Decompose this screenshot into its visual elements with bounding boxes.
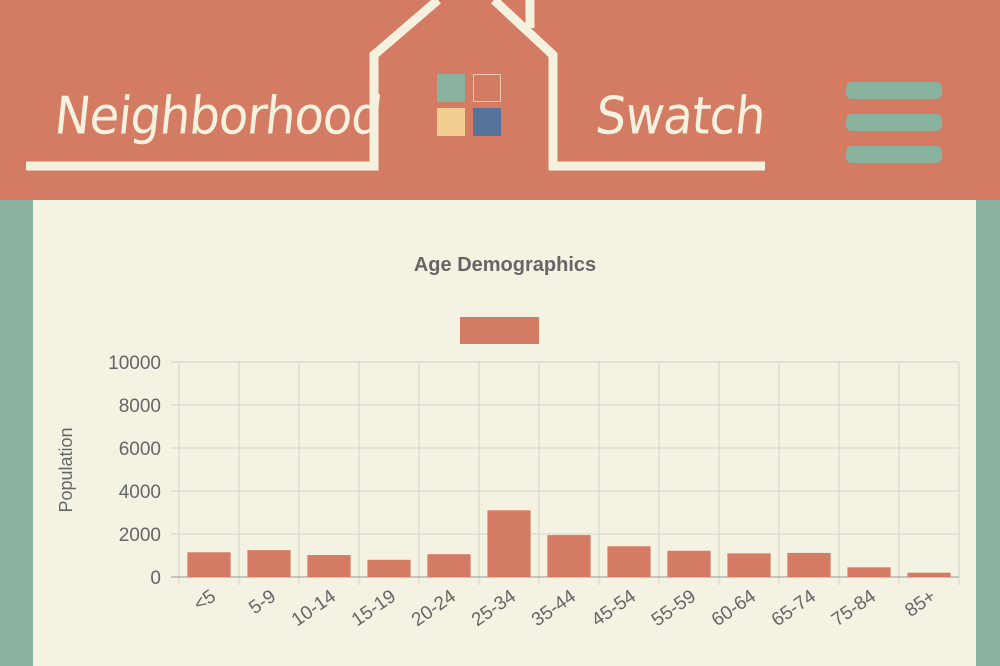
bar-75-84 (847, 567, 891, 577)
x-tick-label: 10-14 (288, 586, 340, 631)
swatch-green-square (437, 74, 465, 102)
menu-bar-middle (846, 114, 942, 131)
x-tick-label: 20-24 (408, 586, 460, 631)
bar-55-59 (667, 550, 711, 577)
chart-bars (187, 510, 951, 577)
brand-name-right: Swatch (592, 85, 768, 147)
bar-5-9 (247, 550, 291, 577)
x-tick-label: 5-9 (245, 586, 280, 619)
bar-15-19 (367, 559, 411, 577)
bar-65-74 (787, 552, 831, 577)
swatch-coral-square (473, 74, 501, 102)
bar-10-14 (307, 555, 351, 577)
x-tick-label: 25-34 (468, 586, 520, 631)
bar-25-34 (487, 510, 531, 577)
age-demographics-chart: Age Demographics 0200040006000800010000 … (56, 254, 960, 631)
swatch-yellow-square (437, 108, 465, 136)
x-tick-label: 75-84 (828, 586, 880, 631)
chart-title: Age Demographics (414, 254, 596, 276)
bar-<5 (187, 552, 231, 577)
bar-45-54 (607, 546, 651, 577)
y-tick-label: 4000 (119, 482, 161, 503)
x-tick-label: 55-59 (648, 586, 700, 631)
y-tick-label: 10000 (108, 353, 161, 374)
x-tick-label: 60-64 (708, 586, 760, 631)
hamburger-icon[interactable] (846, 82, 942, 164)
bar-60-64 (727, 553, 771, 577)
bar-20-24 (427, 554, 471, 577)
swatch-blue-square (473, 108, 501, 136)
menu-bar-bottom (846, 146, 942, 163)
content-panel (33, 200, 976, 666)
y-tick-label: 2000 (119, 525, 161, 546)
x-tick-label: 85+ (901, 586, 939, 622)
site-header: Neighborhood Swatch (0, 0, 1000, 200)
brand-name-left: Neighborhood (51, 85, 385, 147)
y-axis-ticks: 0 2000 4000 6000 8000 10000 (108, 353, 161, 589)
x-axis-ticks: <5 5-9 10-14 15-19 20-24 25-34 35-44 45-54 55-59… (190, 586, 940, 631)
bar-35-44 (547, 535, 591, 577)
x-tick-label: 65-74 (768, 586, 820, 631)
x-tick-label: 35-44 (528, 586, 580, 631)
y-tick-label: 6000 (119, 439, 161, 460)
x-tick-label: 45-54 (588, 586, 640, 631)
chart-legend[interactable] (460, 317, 539, 344)
y-tick-label: 0 (150, 568, 161, 589)
x-tick-label: <5 (190, 586, 220, 616)
legend-swatch (460, 317, 539, 344)
x-tick-label: 15-19 (348, 586, 400, 631)
bar-85+ (907, 572, 951, 577)
chart-grid (171, 361, 960, 585)
house-outline-logo (26, 0, 765, 171)
y-tick-label: 8000 (119, 396, 161, 417)
menu-bar-top (846, 82, 942, 99)
y-axis-label: Population (56, 427, 76, 512)
